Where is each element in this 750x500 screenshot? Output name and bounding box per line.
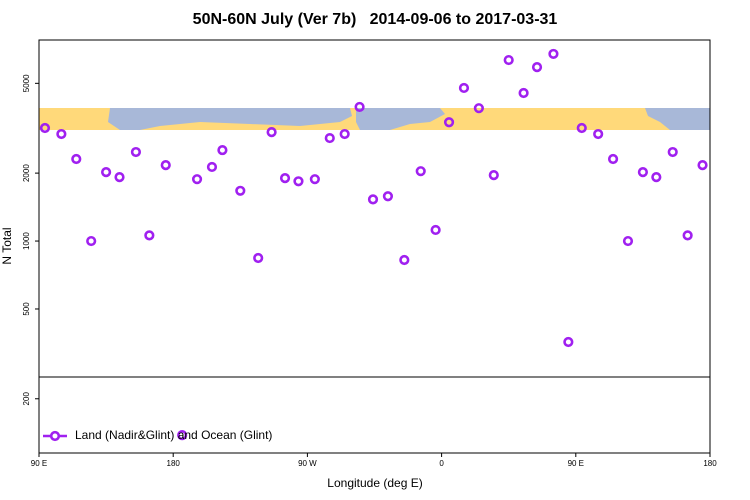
- y-axis-label: N Total: [0, 227, 14, 264]
- point: [593, 128, 604, 140]
- point: [354, 101, 365, 113]
- point: [443, 117, 455, 128]
- y-tick-label: 2000: [22, 164, 31, 182]
- point: [130, 146, 142, 158]
- point: [697, 160, 708, 171]
- point: [531, 62, 543, 73]
- point: [86, 235, 97, 247]
- point: [682, 230, 693, 241]
- point: [518, 87, 529, 99]
- point: [266, 126, 277, 138]
- point: [339, 128, 350, 140]
- point: [607, 153, 619, 165]
- x-tick-label: 0: [439, 459, 444, 468]
- point: [253, 252, 264, 264]
- point: [458, 82, 470, 94]
- point: [488, 170, 499, 181]
- point: [503, 54, 514, 66]
- point: [309, 174, 320, 185]
- point: [39, 122, 51, 134]
- legend-marker: [49, 430, 61, 442]
- point: [217, 144, 228, 156]
- point: [114, 172, 125, 183]
- point: [324, 132, 335, 144]
- y-tick-label: 5000: [22, 74, 31, 92]
- point: [430, 224, 441, 236]
- point: [548, 48, 559, 60]
- point: [293, 176, 304, 187]
- point: [177, 430, 188, 441]
- y-tick-label: 500: [22, 302, 31, 316]
- point: [100, 167, 112, 178]
- y-tick-label: 200: [22, 392, 31, 406]
- map-band: [39, 108, 710, 130]
- point: [651, 172, 662, 183]
- x-tick-label: 180: [167, 459, 181, 468]
- chart-title: 50N-60N July (Ver 7b) 2014-09-06 to 2017…: [193, 11, 558, 28]
- point: [279, 173, 291, 184]
- x-axis-label: Longitude (deg E): [327, 476, 422, 490]
- point: [576, 122, 587, 134]
- y-tick-label: 1000: [22, 232, 31, 250]
- point: [399, 254, 410, 266]
- point: [382, 191, 394, 202]
- point: [206, 161, 218, 173]
- point: [415, 166, 426, 177]
- point: [563, 336, 574, 348]
- plot-frame: [38, 39, 711, 454]
- point: [160, 160, 171, 171]
- point: [56, 128, 67, 140]
- point: [637, 167, 649, 178]
- point: [71, 153, 82, 165]
- x-tick-label: 180: [703, 459, 717, 468]
- legend-label: Land (Nadir&Glint) and Ocean (Glint): [75, 428, 272, 442]
- x-tick-label: 90 E: [31, 459, 47, 468]
- point: [191, 174, 203, 185]
- point: [667, 146, 678, 158]
- x-tick-label: 90 W: [298, 459, 317, 468]
- point: [473, 103, 484, 114]
- point: [235, 185, 246, 196]
- x-tick-label: 90 E: [568, 459, 584, 468]
- point: [367, 194, 379, 205]
- point: [622, 235, 634, 247]
- point: [144, 230, 155, 241]
